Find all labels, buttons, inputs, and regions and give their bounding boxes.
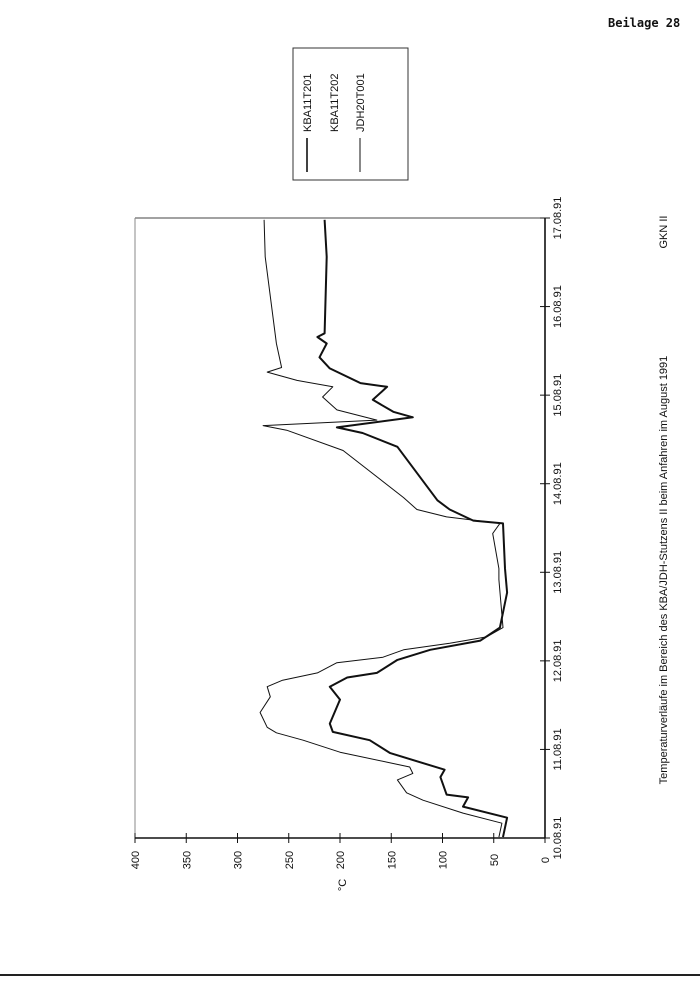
time-tick-label: 11.08.91	[552, 728, 564, 770]
series-line-jdh20t001	[259, 219, 504, 838]
value-tick-label: 350	[181, 851, 193, 869]
value-tick-label: 0	[540, 857, 552, 863]
value-axis-label: °C	[337, 879, 349, 891]
time-tick-label: 16.08.91	[552, 285, 564, 328]
time-tick-label: 12.08.91	[552, 639, 564, 682]
value-tick-label: 100	[438, 851, 450, 869]
page-divider	[0, 974, 700, 976]
time-tick-label: 17.08.91	[552, 197, 564, 240]
legend-box	[292, 47, 409, 181]
chart-title: Temperaturverläufe im Bereich des KBA/JD…	[658, 356, 670, 785]
time-tick-label: 13.08.91	[552, 551, 564, 594]
legend-item: KBA11T202	[329, 73, 341, 132]
series-line-kba11t201	[316, 219, 509, 838]
time-tick-label: 10.08.91	[552, 817, 564, 860]
source-label: GKN II	[658, 215, 670, 248]
page-label: Beilage 28	[608, 16, 681, 30]
value-tick-label: 200	[335, 851, 347, 869]
time-tick-label: 15.08.91	[552, 374, 564, 417]
legend-item: JDH20T001	[355, 73, 367, 132]
value-tick-label: 300	[233, 851, 245, 869]
legend-item: KBA11T201	[302, 73, 314, 132]
value-tick-label: 400	[130, 851, 142, 869]
value-tick-label: 50	[489, 854, 501, 866]
time-tick-label: 14.08.91	[552, 462, 564, 505]
value-tick-label: 150	[386, 851, 398, 869]
value-tick-label: 250	[284, 851, 296, 869]
